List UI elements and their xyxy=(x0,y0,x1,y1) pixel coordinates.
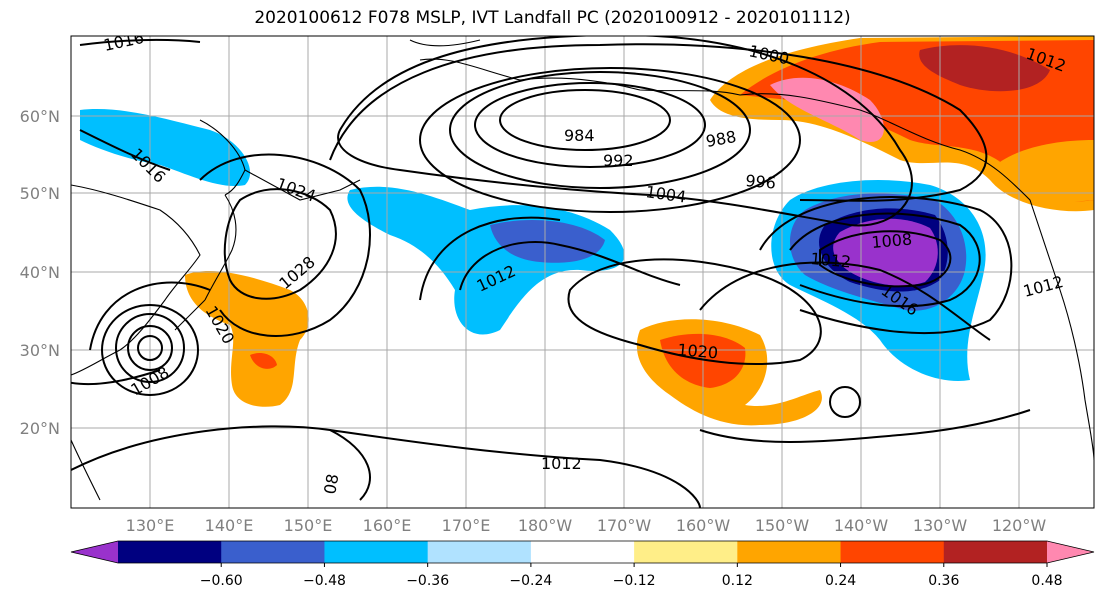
lon-label: 130°E xyxy=(126,516,175,535)
contour-label: 08 xyxy=(320,472,342,495)
mslp-contours xyxy=(71,36,1031,508)
contour-label: 984 xyxy=(564,126,595,145)
contour-label: 1012 xyxy=(810,249,852,271)
contour-label: 996 xyxy=(745,171,777,193)
colorbar-segment xyxy=(634,541,738,563)
ivt-negative-region xyxy=(80,109,251,186)
graticule xyxy=(71,36,1094,508)
colorbar-tick-label: −0.36 xyxy=(406,573,449,589)
lon-label: 140°W xyxy=(834,516,889,535)
colorbar-tick-label: 0.12 xyxy=(722,573,753,589)
colorbar-tick-label: −0.48 xyxy=(303,573,346,589)
map-title: 2020100612 F078 MSLP, IVT Landfall PC (2… xyxy=(254,8,851,28)
colorbar-segment xyxy=(840,541,945,563)
lat-label: 40°N xyxy=(20,263,60,282)
lon-label: 180°W xyxy=(518,516,573,535)
colorbar-segment xyxy=(221,541,325,563)
colorbar-tick-label: 0.24 xyxy=(825,573,856,589)
ivt-positive-region xyxy=(185,270,309,407)
colorbar-segment xyxy=(324,541,429,563)
ivt-negative-region xyxy=(833,218,938,286)
colorbar-tick-label: −0.24 xyxy=(509,573,552,589)
lat-label: 60°N xyxy=(20,107,60,126)
colorbar-tick-label: −0.12 xyxy=(613,573,656,589)
lon-label: 160°W xyxy=(676,516,731,535)
ivt-positive-region xyxy=(919,45,1050,92)
contour-label: 1012 xyxy=(541,454,582,473)
colorbar: −0.60 −0.48 −0.36 −0.24 −0.12 0.12 0.24 0.36 0.4… xyxy=(70,540,1095,589)
lat-label: 50°N xyxy=(20,184,60,203)
colorbar-outline xyxy=(70,540,1095,564)
lon-label: 170°E xyxy=(442,516,491,535)
lon-label: 150°W xyxy=(755,516,810,535)
colorbar-tick-label: 0.36 xyxy=(928,573,959,589)
ivt-positive-region xyxy=(770,77,884,142)
colorbar-segment xyxy=(737,541,842,563)
lon-label: 170°W xyxy=(597,516,652,535)
lon-label: 140°E xyxy=(205,516,254,535)
colorbar-arrow-right xyxy=(1047,541,1094,563)
contour-label: 1020 xyxy=(677,340,719,362)
colorbar-segment xyxy=(530,541,635,563)
lon-label: 160°E xyxy=(363,516,412,535)
lon-label: 130°W xyxy=(913,516,968,535)
lat-label: 30°N xyxy=(20,341,60,360)
map-frame xyxy=(70,35,1095,509)
colorbar-segment xyxy=(943,541,1048,563)
colorbar-segment xyxy=(118,541,222,563)
lon-label: 150°E xyxy=(284,516,333,535)
lat-label: 20°N xyxy=(20,419,60,438)
longitude-labels: 130°E 140°E 150°E 160°E 170°E 180°W 170°… xyxy=(126,516,1047,535)
colorbar-tick-label: 0.48 xyxy=(1031,573,1062,589)
colorbar-tick-label: −0.60 xyxy=(200,573,243,589)
coastlines xyxy=(71,39,1094,501)
ivt-positive-region xyxy=(250,353,277,369)
contour-label: 1008 xyxy=(871,230,913,252)
ivt-negative-region xyxy=(490,220,605,263)
lon-label: 120°W xyxy=(992,516,1047,535)
map-content: 1016 1016 1024 1028 1020 1008 1012 984 9… xyxy=(71,36,1094,508)
latitude-labels: 60°N 50°N 40°N 30°N 20°N xyxy=(20,107,60,438)
colorbar-segment xyxy=(427,541,532,563)
contour-label: 992 xyxy=(603,151,634,170)
colorbar-arrow-left xyxy=(71,541,118,563)
